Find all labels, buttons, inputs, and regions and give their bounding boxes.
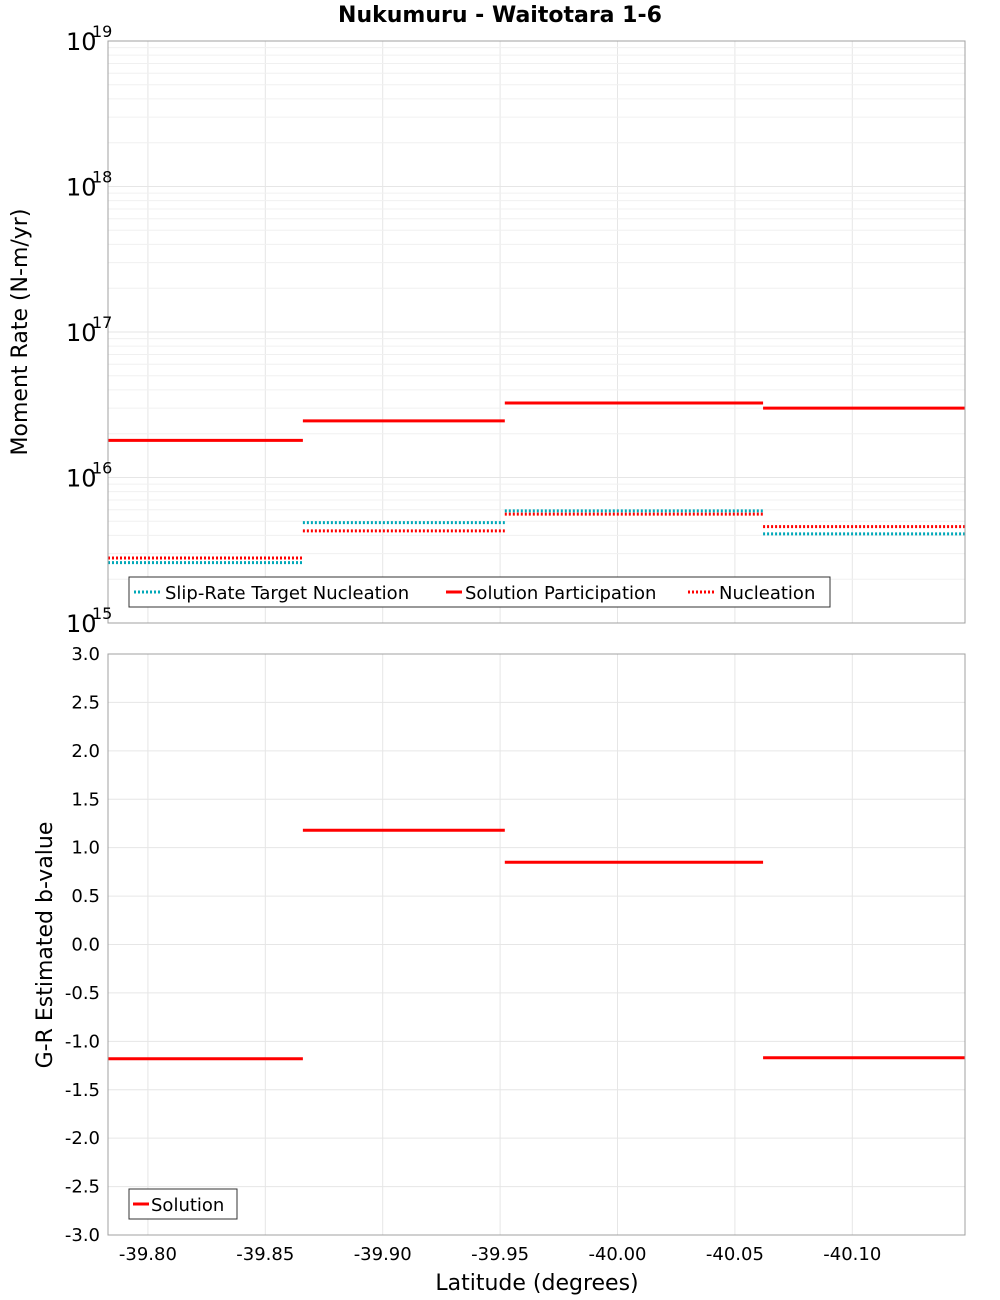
legend-label-solution: Solution: [151, 1195, 224, 1216]
top-y-axis-label: Moment Rate (N-m/yr): [8, 209, 33, 456]
chart-title: Nukumuru - Waitotara 1-6: [338, 3, 662, 28]
x-tick-2: -39.90: [354, 1244, 412, 1265]
x-tick-5: -40.05: [706, 1244, 764, 1265]
bottom-y-tick-1: -2.5: [65, 1177, 100, 1198]
bottom-y-tick-11: 2.5: [71, 692, 100, 713]
x-tick-1: -39.85: [236, 1244, 294, 1265]
x-tick-labels: -39.80 -39.85 -39.90 -39.95 -40.00 -40.05 -40.…: [119, 1244, 881, 1265]
top-plot-grid: [108, 41, 965, 624]
bottom-y-tick-0: -3.0: [65, 1225, 100, 1246]
bottom-y-tick-4: -1.0: [65, 1031, 100, 1052]
bottom-y-tick-7: 0.5: [71, 886, 100, 907]
top-y-tick-exp-2: 17: [92, 313, 112, 332]
bottom-plot-series: [108, 828, 965, 1061]
x-tick-0: -39.80: [119, 1244, 177, 1265]
top-y-tick-exp-4: 19: [92, 22, 112, 41]
x-axis-label: Latitude (degrees): [435, 1271, 638, 1296]
top-y-tick-base-3: 10: [66, 174, 97, 202]
bottom-y-tick-3: -1.5: [65, 1080, 100, 1101]
x-tick-3: -39.95: [471, 1244, 529, 1265]
bottom-y-axis-label: G-R Estimated b-value: [33, 822, 58, 1069]
legend-label-slip-rate-target: Slip-Rate Target Nucleation: [165, 583, 409, 604]
bottom-y-tick-9: 1.5: [71, 789, 100, 810]
top-legend: Slip-Rate Target Nucleation Solution Par…: [128, 576, 831, 608]
top-y-tick-exp-3: 18: [92, 168, 112, 187]
bottom-legend: Solution: [128, 1188, 238, 1220]
bottom-y-tick-8: 1.0: [71, 838, 100, 859]
x-tick-6: -40.10: [823, 1244, 881, 1265]
top-plot-frame: [107, 40, 966, 624]
bottom-y-tick-10: 2.0: [71, 741, 100, 762]
bottom-plot-frame: [107, 653, 966, 1236]
top-plot-series: [108, 401, 965, 565]
legend-label-nucleation: Nucleation: [719, 583, 815, 604]
bottom-y-tick-5: -0.5: [65, 983, 100, 1004]
top-y-tick-base-1: 10: [66, 465, 97, 493]
top-y-tick-exp-1: 16: [92, 459, 112, 478]
top-y-tick-base-4: 10: [66, 28, 97, 56]
bottom-y-tick-6: 0.0: [71, 935, 100, 956]
bottom-y-tick-2: -2.0: [65, 1128, 100, 1149]
bottom-y-tick-12: 3.0: [71, 644, 100, 665]
bottom-plot-grid: [108, 653, 965, 1236]
top-y-tick-base-0: 10: [66, 610, 97, 638]
bottom-y-tick-labels: -3.0 -2.5 -2.0 -1.5 -1.0 -0.5 0.0 0.5 1.0 1.5 2.0 2…: [65, 644, 100, 1246]
top-y-tick-base-2: 10: [66, 319, 97, 347]
top-y-tick-exp-0: 15: [92, 604, 112, 623]
x-tick-4: -40.00: [588, 1244, 646, 1265]
legend-label-solution-participation: Solution Participation: [465, 583, 656, 604]
